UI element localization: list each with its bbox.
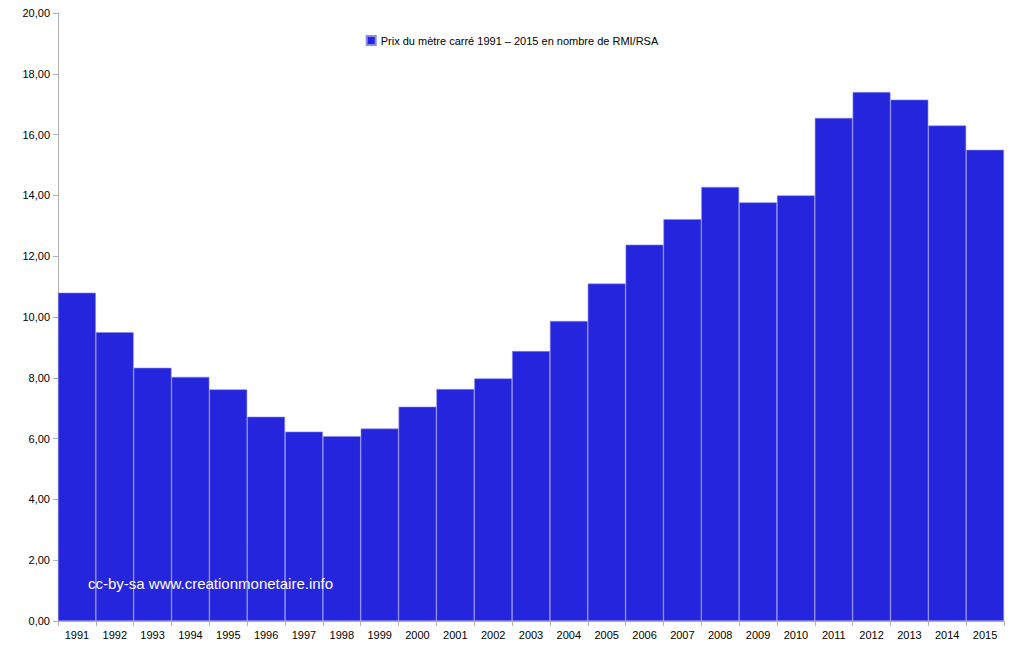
svg-text:2,00: 2,00	[29, 554, 50, 566]
svg-text:2009: 2009	[746, 629, 770, 641]
svg-text:2012: 2012	[859, 629, 883, 641]
svg-text:2003: 2003	[519, 629, 543, 641]
svg-text:1993: 1993	[140, 629, 164, 641]
svg-text:1995: 1995	[216, 629, 240, 641]
svg-text:2005: 2005	[594, 629, 618, 641]
svg-text:1997: 1997	[292, 629, 316, 641]
svg-text:2000: 2000	[405, 629, 429, 641]
svg-text:6,00: 6,00	[29, 433, 50, 445]
svg-text:1994: 1994	[178, 629, 202, 641]
svg-text:2010: 2010	[784, 629, 808, 641]
svg-text:2007: 2007	[670, 629, 694, 641]
svg-text:12,00: 12,00	[22, 250, 50, 262]
svg-text:18,00: 18,00	[22, 68, 50, 80]
svg-text:2013: 2013	[897, 629, 921, 641]
svg-text:2008: 2008	[708, 629, 732, 641]
svg-text:8,00: 8,00	[29, 372, 50, 384]
svg-text:1999: 1999	[367, 629, 391, 641]
svg-text:1991: 1991	[65, 629, 89, 641]
svg-text:cc-by-sa www.creationmonetaire: cc-by-sa www.creationmonetaire.info	[88, 575, 333, 592]
svg-text:0,00: 0,00	[29, 615, 50, 627]
svg-text:2001: 2001	[443, 629, 467, 641]
svg-text:2002: 2002	[481, 629, 505, 641]
svg-text:10,00: 10,00	[22, 311, 50, 323]
svg-text:14,00: 14,00	[22, 189, 50, 201]
svg-text:2006: 2006	[632, 629, 656, 641]
svg-text:Prix du mètre carré 1991 – 201: Prix du mètre carré 1991 – 2015 en nombr…	[381, 35, 659, 47]
svg-text:1996: 1996	[254, 629, 278, 641]
svg-text:1998: 1998	[330, 629, 354, 641]
svg-text:20,00: 20,00	[22, 7, 50, 19]
svg-text:2011: 2011	[822, 629, 846, 641]
svg-text:2004: 2004	[557, 629, 581, 641]
svg-text:2014: 2014	[935, 629, 959, 641]
svg-text:4,00: 4,00	[29, 493, 50, 505]
svg-text:16,00: 16,00	[22, 129, 50, 141]
svg-text:2015: 2015	[973, 629, 997, 641]
svg-text:1992: 1992	[103, 629, 127, 641]
